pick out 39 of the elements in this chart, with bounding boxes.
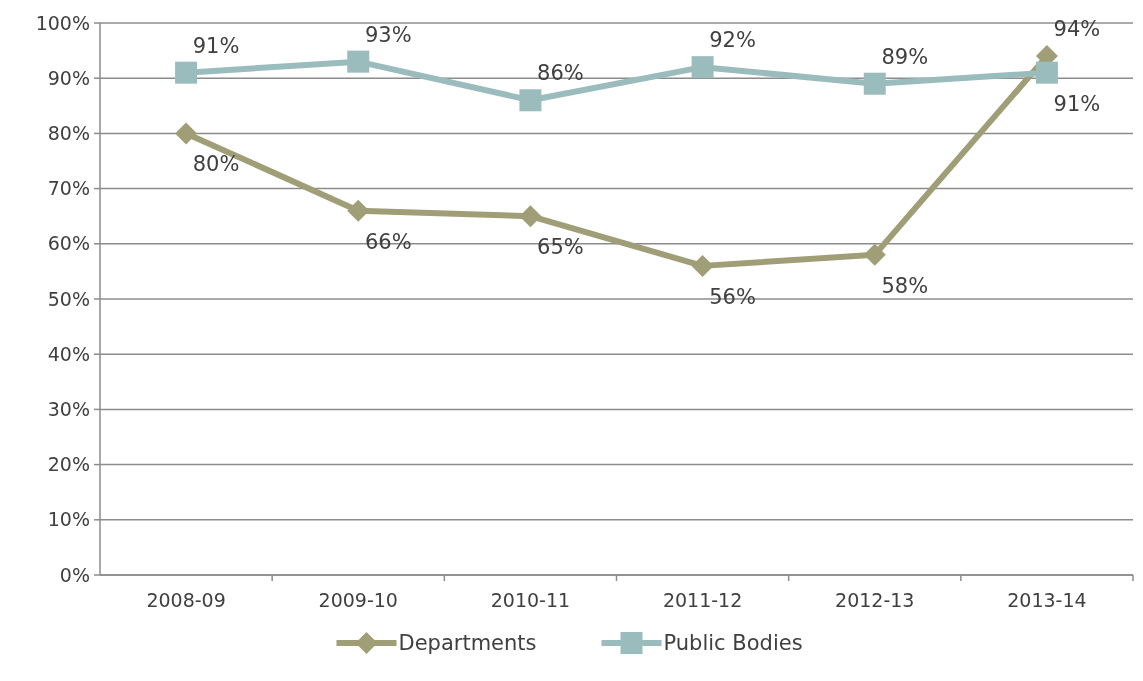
point	[1035, 61, 1058, 84]
data-label: 80%	[192, 152, 240, 177]
y-tick-label: 0%	[59, 563, 90, 586]
y-tick-label: 100%	[35, 11, 90, 34]
data-label: 58%	[881, 273, 929, 298]
data-label: 91%	[1053, 91, 1101, 116]
point	[519, 205, 542, 228]
y-tick-label: 20%	[47, 453, 90, 476]
point	[175, 61, 198, 84]
data-label: 91%	[192, 33, 240, 58]
point	[175, 122, 198, 145]
x-tick-label: 2010-11	[490, 589, 571, 611]
point	[863, 72, 886, 95]
point	[347, 50, 370, 73]
legend-label: Public Bodies	[663, 631, 803, 656]
y-tick-label: 90%	[47, 66, 90, 89]
x-tick-label: 2011-12	[662, 589, 743, 611]
data-label: 93%	[364, 22, 412, 47]
data-label: 56%	[709, 284, 756, 309]
point	[347, 199, 370, 222]
point	[691, 254, 714, 277]
point	[519, 89, 542, 112]
data-label: 89%	[881, 44, 929, 69]
x-tick-label: 2009-10	[318, 589, 398, 611]
data-label: 92%	[709, 28, 756, 53]
y-tick-label: 50%	[47, 287, 90, 310]
y-tick-label: 70%	[47, 177, 90, 200]
data-label: 94%	[1053, 17, 1101, 42]
y-tick-label: 10%	[47, 508, 90, 531]
y-tick-label: 40%	[47, 342, 90, 365]
y-tick-label: 60%	[47, 232, 90, 255]
x-tick-label: 2008-09	[146, 589, 226, 611]
x-tick-label: 2013-14	[1007, 589, 1087, 611]
y-tick-label: 80%	[47, 122, 90, 145]
point	[863, 243, 886, 266]
point	[691, 56, 714, 79]
legend-label: Departments	[398, 631, 537, 656]
x-tick-label: 2012-13	[835, 589, 915, 611]
y-tick-label: 30%	[47, 398, 90, 421]
